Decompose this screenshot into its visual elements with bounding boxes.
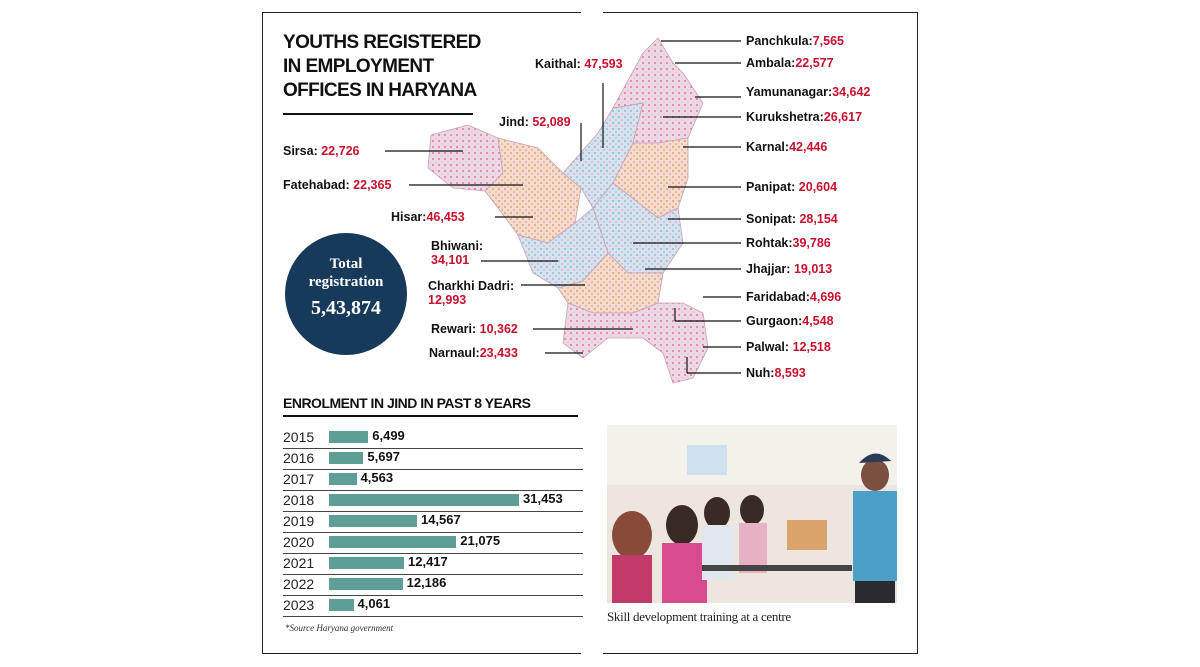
bar-chart-title: ENROLMENT IN JIND IN PAST 8 YEARS — [283, 395, 531, 411]
bar-year-label: 2018 — [283, 492, 315, 508]
label-rohtak: Rohtak:39,786 — [746, 236, 831, 250]
infographic-title: YOUTHS REGISTERED IN EMPLOYMENT OFFICES … — [283, 31, 481, 103]
bar-2020 — [329, 536, 457, 548]
bar-row-2015: 2015 6,499 — [283, 427, 583, 449]
label-bhiwani: Bhiwani: 34,101 — [431, 239, 484, 267]
frame-gap-top — [581, 10, 603, 18]
total-value: 5,43,874 — [311, 297, 381, 319]
bar-2021 — [329, 557, 404, 569]
label-kaithal: Kaithal: 47,593 — [535, 57, 623, 71]
bar-year-label: 2016 — [283, 450, 315, 466]
label-kurukshetra: Kurukshetra:26,617 — [746, 110, 863, 124]
bar-2018 — [329, 494, 519, 506]
bar-year-label: 2015 — [283, 429, 315, 445]
total-label-line-2: registration — [308, 274, 384, 290]
bar-row-2016: 2016 5,697 — [283, 448, 583, 470]
bar-value-label: 4,563 — [360, 470, 394, 485]
bar-year-label: 2023 — [283, 597, 315, 613]
bar-year-label: 2019 — [283, 513, 315, 529]
bar-value-label: 21,075 — [460, 533, 501, 548]
title-underline — [283, 113, 473, 115]
bar-year-label: 2020 — [283, 534, 315, 550]
bar-row-2022: 2022 12,186 — [283, 574, 583, 596]
label-faridabad: Faridabad:4,696 — [746, 290, 842, 304]
label-sirsa: Sirsa: 22,726 — [283, 144, 360, 158]
label-panchkula: Panchkula:7,565 — [746, 34, 844, 48]
label-sonipat: Sonipat: 28,154 — [746, 212, 838, 226]
bar-value-label: 31,453 — [523, 491, 563, 506]
label-palwal: Palwal: 12,518 — [746, 340, 831, 354]
bar-value-label: 12,417 — [408, 554, 448, 569]
bar-value-label: 4,061 — [357, 596, 391, 611]
photo-caption: Skill development training at a centre — [607, 609, 791, 624]
bar-value-label: 14,567 — [420, 512, 461, 527]
bar-2023 — [329, 599, 354, 611]
label-panipat: Panipat: 20,604 — [746, 180, 838, 194]
label-hisar: Hisar:46,453 — [391, 210, 465, 224]
bar-year-label: 2021 — [283, 555, 315, 571]
total-label-line-1: Total — [329, 256, 363, 272]
label-yamunanagar: Yamunanagar:34,642 — [746, 85, 871, 99]
bar-2022 — [329, 578, 403, 590]
bar-value-label: 5,697 — [367, 449, 400, 464]
training-photo — [607, 425, 897, 603]
bar-row-2019: 2019 14,567 — [283, 511, 583, 533]
map-region-south — [562, 302, 709, 384]
label-gurgaon: Gurgaon:4,548 — [746, 314, 834, 328]
total-registration-circle: Total registration 5,43,874 — [285, 233, 407, 355]
leader-lines — [385, 40, 741, 374]
bar-row-2018: 2018 31,453 — [283, 490, 583, 512]
source-note: *Source Haryana government — [285, 623, 394, 633]
label-jind: Jind: 52,089 — [499, 115, 571, 129]
bar-year-label: 2022 — [283, 576, 315, 592]
label-jhajjar: Jhajjar: 19,013 — [746, 262, 833, 276]
bar-2017 — [329, 473, 357, 485]
title-line-2: IN EMPLOYMENT — [283, 56, 434, 77]
bar-value-label: 12,186 — [406, 575, 447, 590]
bar-2019 — [329, 515, 417, 527]
label-fatehabad: Fatehabad: 22,365 — [283, 178, 392, 192]
label-karnal: Karnal:42,446 — [746, 140, 828, 154]
total-label: Total registration — [285, 255, 407, 291]
label-nuh: Nuh:8,593 — [746, 366, 806, 380]
label-ambala: Ambala:22,577 — [746, 56, 834, 70]
bar-year-label: 2017 — [283, 471, 315, 487]
bar-row-2017: 2017 4,563 — [283, 469, 583, 491]
infographic-frame: YOUTHS REGISTERED IN EMPLOYMENT OFFICES … — [262, 10, 918, 656]
bar-row-2023: 2023 4,061 — [283, 595, 583, 617]
bar-2015 — [329, 431, 369, 443]
bar-value-label: 6,499 — [372, 428, 405, 443]
label-narnaul: Narnaul:23,433 — [429, 346, 518, 360]
frame-gap-bottom — [581, 648, 603, 656]
bar-row-2020: 2020 21,075 — [283, 532, 583, 554]
label-rewari: Rewari: 10,362 — [431, 322, 518, 336]
bar-2016 — [329, 452, 364, 464]
bar-row-2021: 2021 12,417 — [283, 553, 583, 575]
label-charkhidadri: Charkhi Dadri: 12,993 — [428, 279, 515, 307]
bar-chart-title-rule — [283, 415, 578, 417]
training-photo-illustration — [607, 425, 897, 603]
title-line-1: YOUTHS REGISTERED — [283, 32, 481, 53]
title-line-3: OFFICES IN HARYANA — [283, 80, 477, 101]
